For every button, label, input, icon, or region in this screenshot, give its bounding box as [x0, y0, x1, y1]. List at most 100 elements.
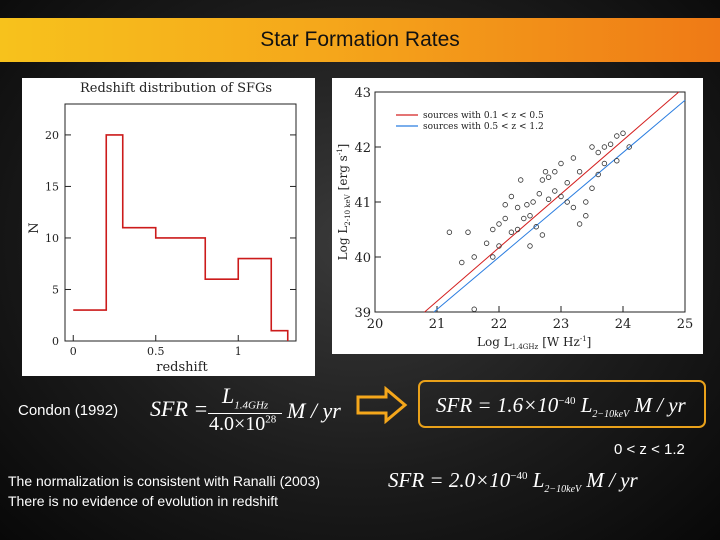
scatter-point: [552, 169, 558, 175]
scatter-point: [542, 169, 549, 175]
equation-1-denominator: 4.0×1028: [209, 413, 276, 436]
scatter-point: [539, 177, 546, 183]
scatter-point: [533, 224, 539, 230]
equation-1: SFR =: [150, 396, 208, 422]
scatter-point: [514, 226, 521, 233]
scatter-chart: 20 21 22 23 24 25 39 40 41 42 43 sources with 0.1 …: [336, 86, 694, 351]
scatter-point: [607, 141, 614, 147]
equation-1-den: 4.0×10: [209, 413, 266, 435]
scatter-point: [576, 221, 583, 227]
scatter-legend-label: sources with 0.5 < z < 1.2: [423, 122, 544, 132]
scatter-ytick-label: 40: [354, 251, 371, 266]
scatter-point: [502, 215, 508, 222]
scatter-ytick-label: 42: [354, 141, 371, 156]
scatter-point: [576, 169, 583, 175]
scatter-point: [539, 232, 546, 238]
scatter-xtick-label: 20: [367, 317, 384, 332]
equation-1-unit-text: M / yr: [287, 398, 341, 423]
equation-3-sub: 2−10keV: [544, 484, 582, 496]
scatter-ytick-label: 41: [354, 196, 371, 211]
highlighted-equation-box: [418, 380, 706, 428]
equation-3: SFR = 2.0×10−40 L2−10keV M / yr: [388, 468, 638, 495]
histogram-ytick-label: 15: [45, 180, 59, 193]
scatter-fit-line: [424, 91, 680, 313]
scatter-xtick-label: 23: [553, 317, 570, 332]
scatter-point: [459, 259, 465, 266]
scatter-point: [620, 130, 626, 136]
scatter-point: [589, 185, 595, 191]
condon-label: Condon (1992): [18, 402, 119, 419]
histogram-panel: Redshift distribution of SFGs 0 5 10 15 20 0 0…: [22, 78, 315, 376]
scatter-point: [496, 221, 502, 227]
equation-2-sub: 2−10keV: [592, 409, 630, 421]
equation-1-numerator: L1.4GHz: [222, 383, 268, 411]
scatter-panel: 20 21 22 23 24 25 39 40 41 42 43 sources with 0.1 …: [332, 78, 703, 354]
scatter-point: [570, 155, 577, 161]
equation-2: SFR = 1.6×10−40 L2−10keV M / yr: [436, 393, 686, 420]
scatter-point: [508, 229, 515, 235]
scatter-point: [536, 191, 542, 197]
scatter-point: [514, 204, 521, 211]
equation-3-L: L: [532, 468, 545, 492]
histogram-xlabel: redshift: [156, 360, 208, 375]
scatter-point: [524, 202, 530, 208]
scatter-point: [527, 243, 533, 249]
scatter-point: [517, 177, 524, 183]
histogram-xtick-label: 0: [70, 345, 77, 358]
fraction-bar: [208, 413, 282, 414]
scatter-xtick-label: 25: [677, 317, 694, 332]
slide-title: Star Formation Rates: [260, 28, 460, 51]
right-arrow-icon: [356, 386, 408, 424]
histogram-ytick-label: 20: [45, 129, 59, 142]
equation-2-text: SFR = 1.6×10: [436, 393, 559, 417]
scatter-point: [465, 229, 471, 235]
redshift-range-label: 0 < z < 1.2: [614, 441, 685, 458]
scatter-point: [527, 213, 533, 219]
equation-2-unit: M / yr: [634, 393, 686, 417]
title-bar: [0, 18, 720, 62]
scatter-point: [490, 226, 496, 233]
scatter-xtick-label: 24: [615, 317, 632, 332]
scatter-point: [483, 240, 490, 246]
scatter-point: [496, 243, 502, 249]
scatter-ylabel: Log L2-10 keV[erg s-1]: [336, 144, 352, 261]
histogram-title: Redshift distribution of SFGs: [80, 81, 272, 96]
scatter-point: [552, 188, 558, 194]
equation-3-unit: M / yr: [586, 468, 638, 492]
scatter-point: [564, 180, 570, 186]
equation-1-unit: M / yr: [287, 398, 341, 424]
scatter-point: [583, 213, 589, 219]
equation-1-num-L: L: [222, 383, 235, 408]
scatter-point: [558, 160, 564, 167]
histogram-xtick-label: 0.5: [147, 345, 165, 358]
scatter-point: [502, 202, 508, 208]
scatter-xtick-label: 21: [429, 317, 446, 332]
equation-1-num-sub: 1.4GHz: [234, 399, 269, 412]
scatter-point: [490, 254, 496, 260]
scatter-point: [614, 133, 620, 139]
equation-1-lhs: SFR =: [150, 396, 209, 421]
note-line-1: The normalization is consistent with Ran…: [8, 473, 321, 489]
scatter-point: [471, 306, 477, 312]
scatter-point: [558, 193, 564, 200]
scatter-xlabel: Log L1.4GHz [W Hz-1]: [477, 335, 591, 351]
equation-2-sup: −40: [558, 395, 576, 407]
scatter-point: [595, 149, 601, 156]
equation-1-den-sup: 28: [265, 413, 277, 426]
histogram-chart: Redshift distribution of SFGs 0 5 10 15 20 0 0…: [27, 81, 297, 375]
scatter-point: [589, 144, 595, 150]
scatter-point: [530, 199, 536, 205]
histogram-ytick-label: 5: [52, 283, 59, 296]
scatter-point: [508, 193, 515, 200]
scatter-xtick-label: 22: [491, 317, 508, 332]
scatter-legend-label: sources with 0.1 < z < 0.5: [423, 111, 544, 121]
equation-3-sup: −40: [510, 470, 528, 482]
equation-3-text: SFR = 2.0×10: [388, 468, 511, 492]
histogram-ylabel: N: [27, 222, 42, 233]
scatter-point: [601, 160, 608, 167]
scatter-point: [614, 158, 620, 164]
scatter-ytick-label: 39: [354, 306, 371, 321]
histogram-xtick-label: 1: [235, 345, 242, 358]
scatter-point: [570, 204, 577, 211]
histogram-ytick-label: 10: [45, 232, 59, 245]
